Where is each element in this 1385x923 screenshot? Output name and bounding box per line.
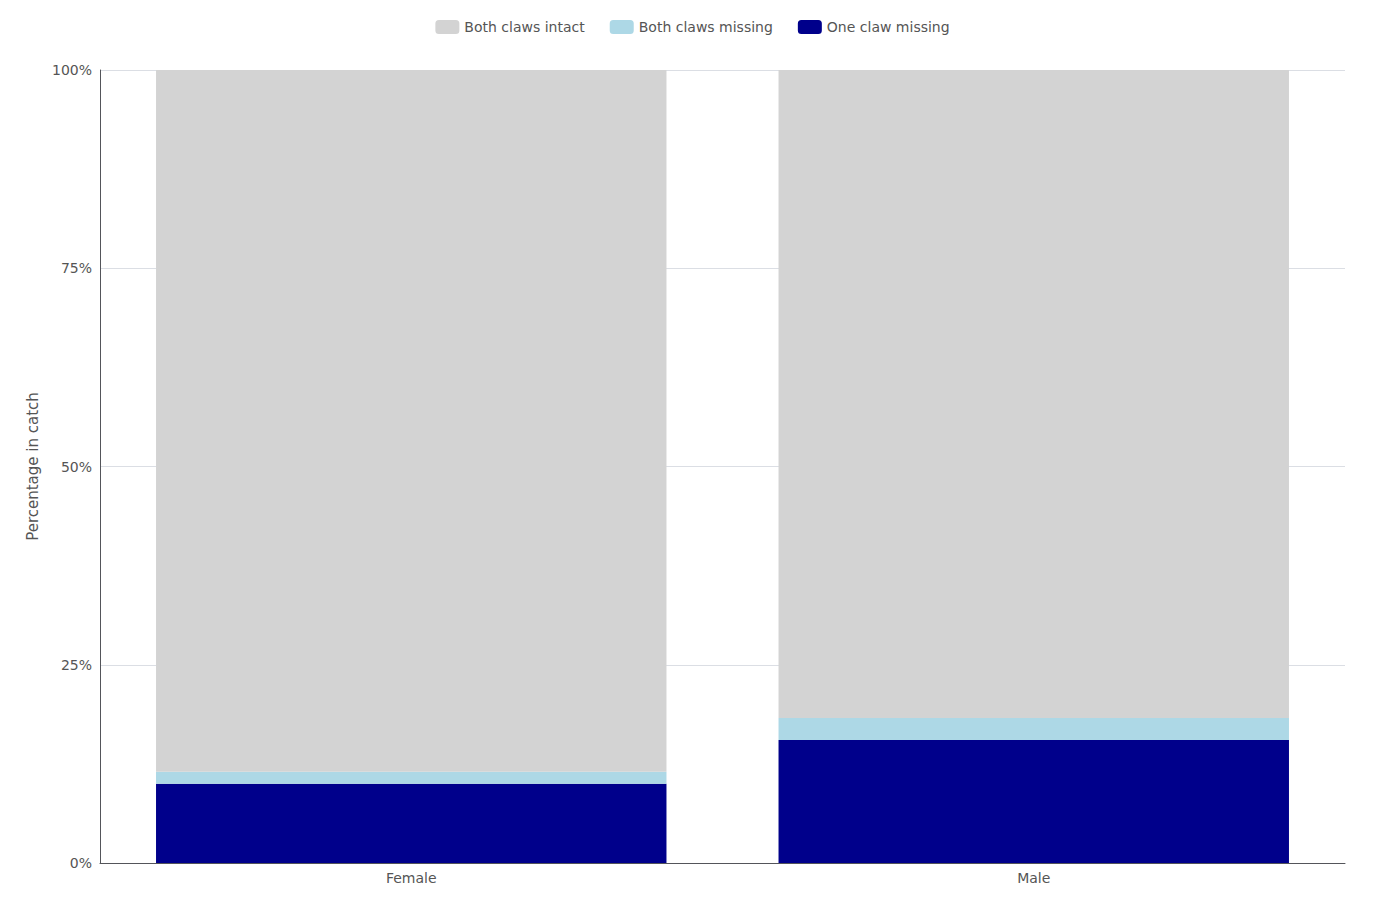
- svg-text:Both claws missing: Both claws missing: [639, 19, 773, 35]
- svg-text:75%: 75%: [61, 260, 92, 276]
- svg-text:Male: Male: [1017, 870, 1050, 886]
- svg-text:0%: 0%: [70, 855, 92, 871]
- svg-text:25%: 25%: [61, 657, 92, 673]
- svg-text:50%: 50%: [61, 459, 92, 475]
- svg-text:100%: 100%: [52, 62, 92, 78]
- svg-text:Female: Female: [386, 870, 437, 886]
- svg-text:Both claws intact: Both claws intact: [464, 19, 585, 35]
- svg-text:One claw missing: One claw missing: [827, 19, 950, 35]
- svg-text:Percentage in catch: Percentage in catch: [24, 392, 42, 541]
